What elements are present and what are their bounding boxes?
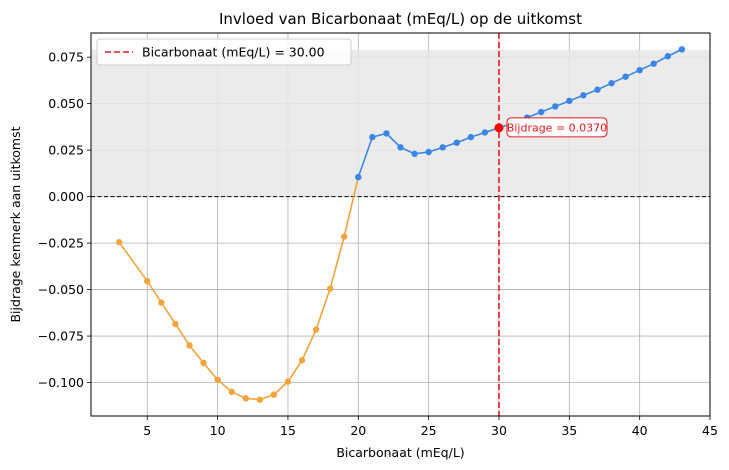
series-1-point — [622, 73, 629, 80]
series-1-point — [453, 139, 460, 146]
series-1-point — [566, 97, 573, 105]
y-tick-label: −0.100 — [38, 375, 84, 390]
series-1-point — [439, 144, 446, 151]
series-1-point — [481, 129, 489, 136]
x-tick-label: 30 — [491, 423, 507, 438]
x-tick-label: 5 — [143, 423, 151, 438]
y-tick-label: 0.000 — [48, 189, 84, 204]
annotation-text: Bijdrage = 0.0370 — [507, 121, 607, 134]
series-0-point — [144, 278, 151, 285]
series-1-point — [411, 150, 418, 158]
series-0-point — [228, 388, 235, 396]
x-tick-label: 25 — [421, 423, 437, 438]
series-1-point — [425, 148, 432, 156]
y-tick-label: −0.025 — [38, 236, 84, 251]
series-1-point — [664, 53, 671, 60]
y-tick-label: −0.050 — [38, 282, 84, 297]
legend-entry-label: Bicarbonaat (mEq/L) = 30.00 — [142, 45, 325, 60]
series-0-point — [200, 359, 207, 367]
x-tick-label: 10 — [210, 423, 226, 438]
series-0-point — [214, 376, 221, 383]
series-0-point — [256, 396, 264, 403]
chart-title: Invloed van Bicarbonaat (mEq/L) op de ui… — [219, 10, 582, 28]
series-1-point — [369, 133, 376, 141]
series-0-point — [242, 395, 249, 402]
series-1-point — [678, 46, 686, 53]
y-tick-label: 0.050 — [48, 96, 84, 111]
y-tick-label: −0.075 — [38, 329, 84, 344]
series-0-point — [270, 391, 278, 398]
x-axis: 5 10 15 20 25 30 35 40 45 — [143, 416, 718, 438]
series-1-point — [537, 108, 545, 116]
selected-point-marker — [494, 123, 504, 133]
y-tick-label: 0.075 — [48, 50, 84, 65]
series-0-point — [186, 342, 193, 349]
value-annotation: Bijdrage = 0.0370 — [506, 117, 608, 138]
shaded-band — [91, 49, 710, 197]
series-1-point — [608, 79, 615, 87]
series-1-point — [355, 173, 362, 181]
series-0-point — [172, 320, 179, 328]
series-0-point — [341, 233, 348, 240]
x-tick-label: 40 — [632, 423, 648, 438]
series-0-point — [312, 326, 320, 333]
series-1-point — [383, 130, 390, 137]
y-axis: −0.100 −0.075 −0.050 −0.025 0.000 0.025 0.050 0… — [38, 50, 91, 390]
y-tick-label: 0.025 — [48, 143, 84, 158]
series-0-point — [284, 378, 292, 385]
series-1-point — [552, 103, 559, 110]
legend-box — [96, 38, 352, 66]
x-tick-label: 20 — [350, 423, 366, 438]
y-axis-label: Bijdrage kenmerk aan uitkomst — [8, 126, 23, 322]
series-1-point — [636, 66, 643, 74]
series-1-point — [397, 144, 404, 151]
series-1-point — [650, 60, 657, 67]
series-0-point — [298, 357, 306, 364]
series-1-point — [467, 133, 475, 141]
x-axis-label: Bicarbonaat (mEq/L) — [336, 445, 464, 460]
annotation-box — [506, 117, 608, 138]
x-tick-label: 45 — [702, 423, 718, 438]
legend: Bicarbonaat (mEq/L) = 30.00 — [96, 38, 352, 66]
series-1-point — [580, 92, 587, 99]
x-tick-label: 15 — [280, 423, 296, 438]
series-0-point — [115, 238, 123, 246]
plot-frame — [90, 32, 711, 417]
series-0-point — [158, 299, 165, 306]
series-0-point — [326, 285, 334, 292]
x-tick-label: 35 — [561, 423, 577, 438]
series-1-point — [594, 86, 601, 93]
